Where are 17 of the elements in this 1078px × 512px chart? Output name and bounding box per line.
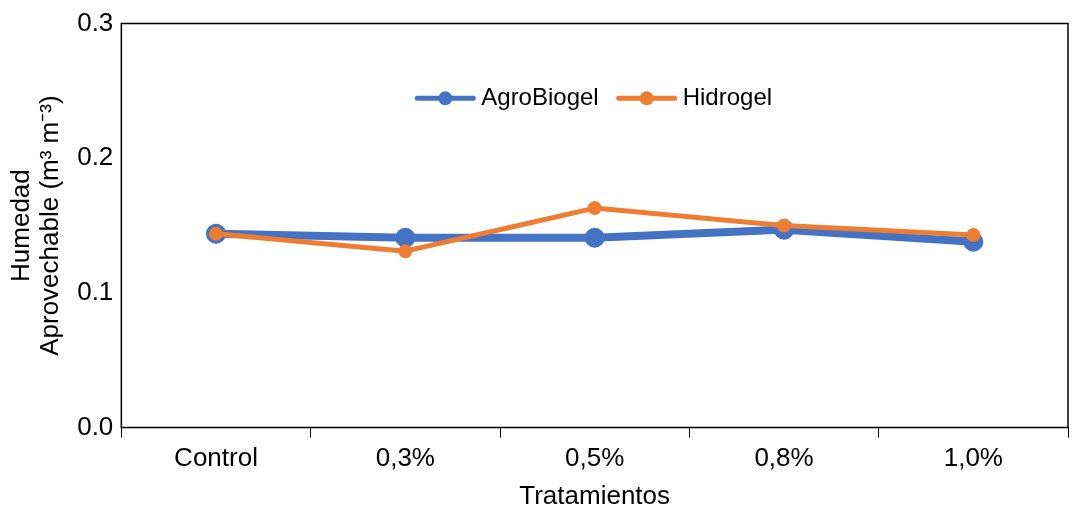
x-tick-label: 0,3% — [375, 442, 435, 473]
y-axis-title: Humedad Aprovechable (m³ m⁻³) — [5, 95, 65, 356]
y-tick-label: 0.1 — [77, 276, 114, 307]
y-tick-label: 0.2 — [77, 141, 114, 172]
point — [398, 244, 413, 259]
point — [587, 201, 602, 216]
legend-label: Hidrogel — [682, 82, 773, 110]
point — [584, 227, 605, 248]
x-tick-label: 1,0% — [943, 442, 1003, 473]
legend-label: AgroBiogel — [481, 82, 599, 110]
y-tick-label: 0.3 — [77, 6, 114, 37]
x-tick-label: Control — [174, 442, 258, 473]
y-tick-label: 0.0 — [77, 410, 114, 441]
point — [395, 227, 416, 248]
x-tick-label: 0,5% — [565, 442, 625, 473]
x-tick-label: 0,8% — [754, 442, 814, 473]
x-axis-title: Tratamientos — [519, 479, 671, 510]
